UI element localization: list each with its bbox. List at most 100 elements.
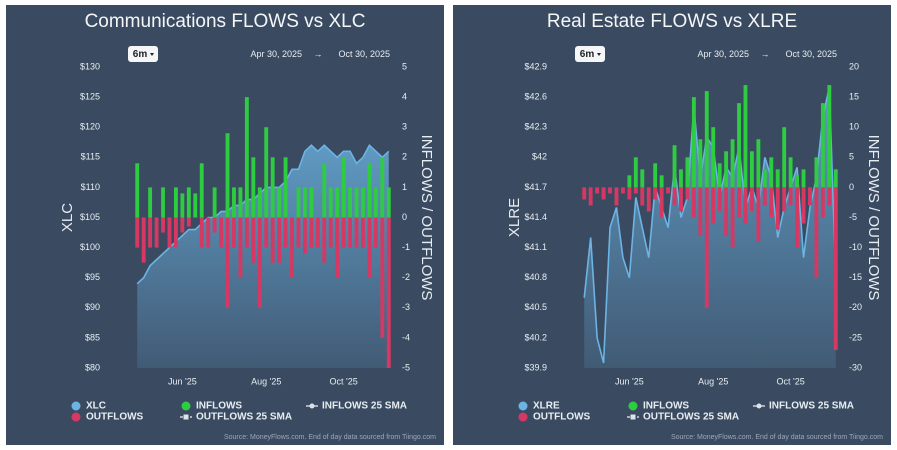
flow-bar — [737, 187, 741, 218]
legend-label[interactable]: INFLOWS 25 SMA — [322, 401, 407, 412]
flow-bar — [743, 187, 748, 224]
flow-bar — [814, 157, 819, 188]
flow-bar — [199, 163, 204, 218]
legend-label[interactable]: OUTFLOWS — [86, 412, 144, 423]
flow-bar — [335, 187, 340, 218]
flow-bar — [595, 187, 600, 194]
y2-tick-label: 0 — [849, 182, 854, 192]
y2-tick-label: -30 — [849, 362, 862, 372]
flow-bar — [309, 217, 314, 248]
flow-bar — [348, 217, 353, 248]
flow-bar — [296, 217, 301, 248]
legend-label[interactable]: XLRE — [533, 401, 560, 412]
flow-bar — [322, 217, 327, 263]
y-tick-label: $125 — [80, 91, 100, 101]
flow-bar — [782, 127, 787, 188]
flow-bar — [361, 217, 365, 248]
legend-label[interactable]: OUTFLOWS 25 SMA — [196, 412, 292, 423]
date-from: Apr 30, 2025 — [250, 49, 302, 59]
flow-bar — [666, 187, 671, 194]
flow-bar — [737, 103, 741, 188]
flow-bar — [212, 217, 217, 233]
flow-bar — [251, 157, 256, 218]
flow-bar — [640, 187, 645, 206]
y2-axis-title: INFLOWS / OUTFLOWS — [865, 135, 882, 301]
y2-tick-label: -25 — [849, 332, 862, 342]
flow-bar — [141, 217, 146, 263]
flow-bar — [672, 145, 677, 188]
flow-bar — [232, 217, 236, 248]
legend-label[interactable]: OUTFLOWS — [533, 412, 591, 423]
y2-tick-label: 15 — [849, 91, 859, 101]
flow-bar — [769, 187, 774, 218]
flow-bar — [373, 187, 378, 218]
y-tick-label: $40.8 — [524, 272, 547, 282]
flow-bar — [277, 217, 282, 263]
flow-bar — [386, 217, 391, 368]
flow-bar — [775, 187, 780, 230]
range-button-label[interactable]: 6m — [133, 49, 148, 60]
legend-label[interactable]: INFLOWS — [643, 401, 689, 412]
flow-bar — [173, 217, 178, 248]
y2-tick-label: -4 — [402, 332, 410, 342]
flow-bar — [161, 187, 165, 218]
y2-tick-label: -1 — [402, 242, 410, 252]
flow-bar — [756, 187, 761, 242]
flow-bar — [264, 127, 269, 218]
legend-marker — [518, 401, 528, 411]
flow-bar — [711, 187, 716, 224]
y-axis-title: XLC — [59, 203, 76, 232]
flow-bar — [775, 169, 780, 188]
x-tick-label: Oct '25 — [777, 376, 805, 386]
range-button-label[interactable]: 6m — [580, 49, 595, 60]
flow-bar — [264, 217, 269, 248]
flow-bar — [257, 217, 262, 308]
range-button[interactable] — [575, 46, 605, 62]
x-tick-label: Aug '25 — [698, 376, 728, 386]
legend-label[interactable]: INFLOWS 25 SMA — [769, 401, 854, 412]
flow-bar — [659, 187, 664, 218]
legend-label[interactable]: INFLOWS — [196, 401, 242, 412]
flow-bar — [679, 169, 683, 188]
flow-bar — [244, 217, 249, 248]
y-axis-title: XLRE — [506, 198, 523, 237]
legend-label[interactable]: XLC — [86, 401, 106, 412]
y-tick-label: $90 — [85, 302, 100, 312]
flow-bar — [627, 187, 632, 200]
chart-title: Real Estate FLOWS vs XLRE — [547, 11, 797, 32]
flow-bar — [717, 187, 722, 212]
y-tick-label: $115 — [81, 152, 100, 162]
flow-bar — [367, 217, 372, 278]
flow-bar — [328, 187, 333, 218]
flow-bar — [827, 85, 832, 188]
y-tick-label: $95 — [85, 272, 100, 282]
legend-marker — [628, 401, 638, 411]
flow-bar — [373, 217, 378, 248]
legend-label[interactable]: OUTFLOWS 25 SMA — [643, 412, 739, 423]
flow-bar — [296, 187, 301, 218]
legend-marker — [756, 403, 762, 409]
x-tick-label: Aug '25 — [251, 376, 281, 386]
dropdown-caret — [150, 53, 154, 56]
flow-bar — [749, 151, 754, 188]
y2-tick-label: 20 — [849, 61, 859, 71]
flow-bar — [212, 187, 217, 218]
y-tick-label: $120 — [80, 122, 100, 132]
flow-bar — [367, 163, 372, 218]
flow-bar — [135, 163, 140, 218]
flow-bar — [633, 157, 638, 188]
y2-tick-label: 5 — [849, 152, 854, 162]
y-tick-label: $110 — [81, 182, 100, 192]
range-button[interactable] — [128, 46, 158, 62]
y2-tick-label: 10 — [849, 122, 859, 132]
flow-bar — [582, 187, 587, 200]
panel: Communications FLOWS vs XLC 6m Apr 30, 202… — [6, 5, 444, 445]
y-tick-label: $40.2 — [524, 332, 547, 342]
flow-bar — [283, 217, 288, 248]
flow-bar — [808, 187, 812, 206]
flow-bar — [659, 175, 664, 188]
chart-title: Communications FLOWS vs XLC — [85, 11, 366, 32]
flow-bar — [322, 163, 327, 218]
flow-bar — [633, 187, 638, 194]
